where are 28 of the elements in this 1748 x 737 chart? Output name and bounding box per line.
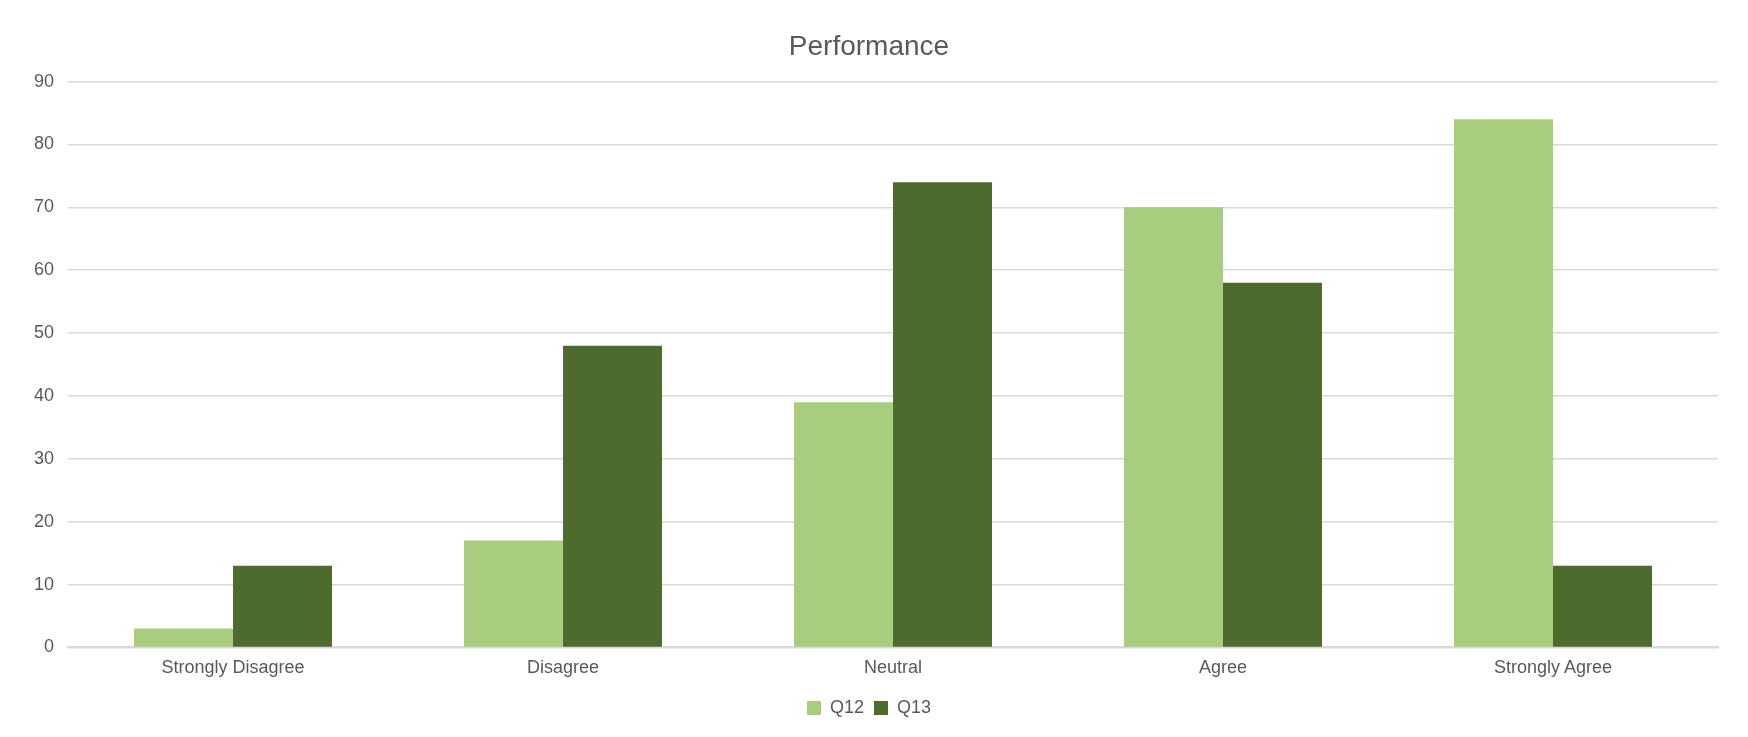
y-tick-label: 70 [33, 196, 55, 217]
bar [233, 565, 333, 647]
x-tick-label: Agree [1198, 657, 1248, 678]
bar [794, 402, 894, 647]
bar [134, 628, 234, 647]
legend-label: Q13 [897, 696, 932, 717]
y-tick-label: 0 [44, 636, 55, 657]
bar [464, 540, 564, 647]
y-tick-label: 50 [33, 322, 55, 343]
x-tick-label: Neutral [864, 657, 923, 678]
chart-title: Performance [788, 29, 950, 61]
y-tick-label: 10 [33, 573, 55, 594]
y-tick-label: 90 [33, 70, 55, 91]
bar [1124, 207, 1224, 647]
x-tick-label: Disagree [526, 657, 600, 678]
bar [1454, 119, 1553, 647]
x-tick-label: Strongly Disagree [161, 657, 305, 678]
bar [1223, 282, 1323, 647]
y-tick-label: 20 [33, 510, 55, 531]
y-tick-label: 40 [33, 384, 55, 405]
legend-label: Q12 [829, 696, 865, 717]
bar [893, 182, 993, 647]
bar [563, 345, 663, 647]
y-tick-label: 80 [33, 133, 55, 154]
bar [1553, 565, 1652, 647]
y-tick-label: 60 [33, 259, 55, 280]
x-tick-label: Strongly Agree [1493, 657, 1613, 678]
y-tick-label: 30 [33, 447, 55, 468]
